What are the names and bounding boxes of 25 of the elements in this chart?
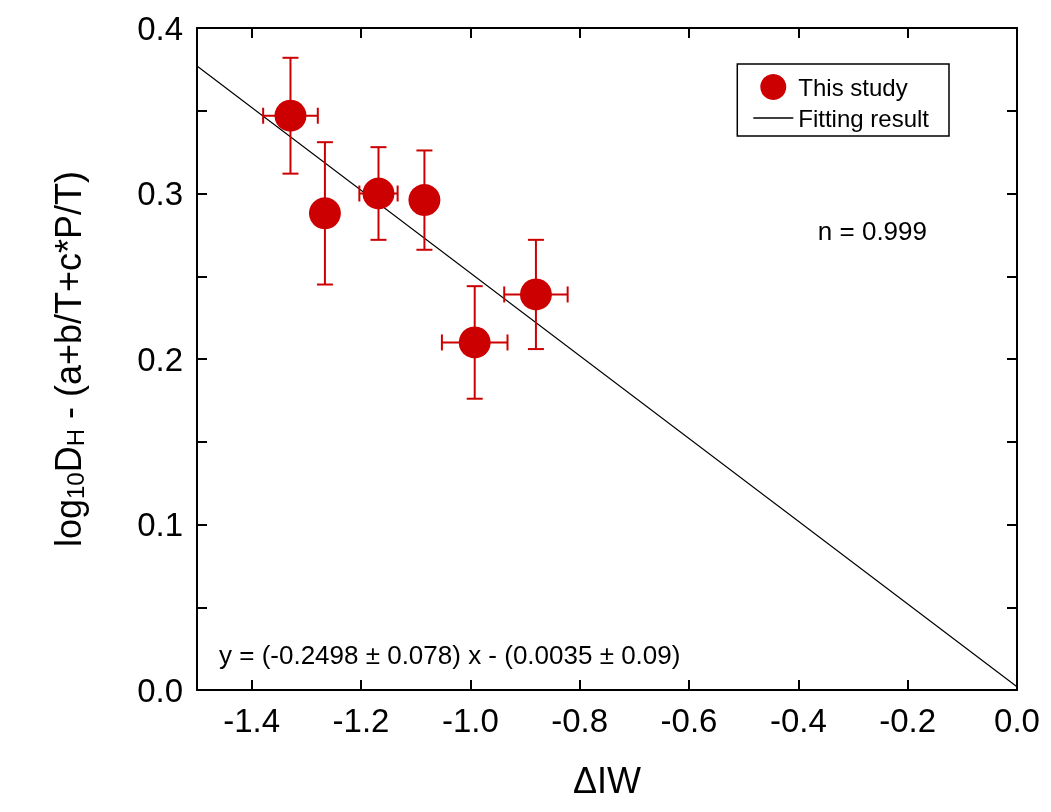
point [362, 177, 395, 210]
y-tick-label: 0.4 [137, 9, 183, 47]
x-tick-label: -0.2 [879, 702, 937, 739]
legend-label: This study [798, 73, 908, 101]
y-axis-title: log10DH - (a+b/T+c*P/T) [47, 170, 89, 548]
point [408, 184, 441, 217]
x-axis-title: ΔIW [572, 759, 642, 801]
legend-label: Fitting result [798, 104, 930, 132]
y-tick-label: 0.1 [137, 506, 183, 543]
x-tick-label: -1.0 [441, 702, 499, 739]
y-tick-label: 0.0 [137, 671, 183, 709]
annotation: n = 0.999 [817, 216, 927, 246]
x-tick-label: -1.4 [223, 702, 281, 739]
x-tick-label: -0.6 [660, 702, 718, 739]
point [274, 99, 307, 132]
annotation: y = (-0.2498 ± 0.078) x - (0.0035 ± 0.09) [219, 640, 681, 670]
x-tick-label: 0.0 [994, 702, 1040, 739]
y-tick-label: 0.3 [137, 175, 183, 212]
point [519, 278, 552, 311]
y-tick-label: 0.2 [137, 340, 183, 378]
x-tick-label: -1.2 [332, 702, 390, 739]
x-tick-label: -0.4 [769, 702, 827, 739]
x-tick-label: -0.8 [551, 702, 609, 739]
point [308, 197, 341, 230]
point [458, 326, 491, 359]
